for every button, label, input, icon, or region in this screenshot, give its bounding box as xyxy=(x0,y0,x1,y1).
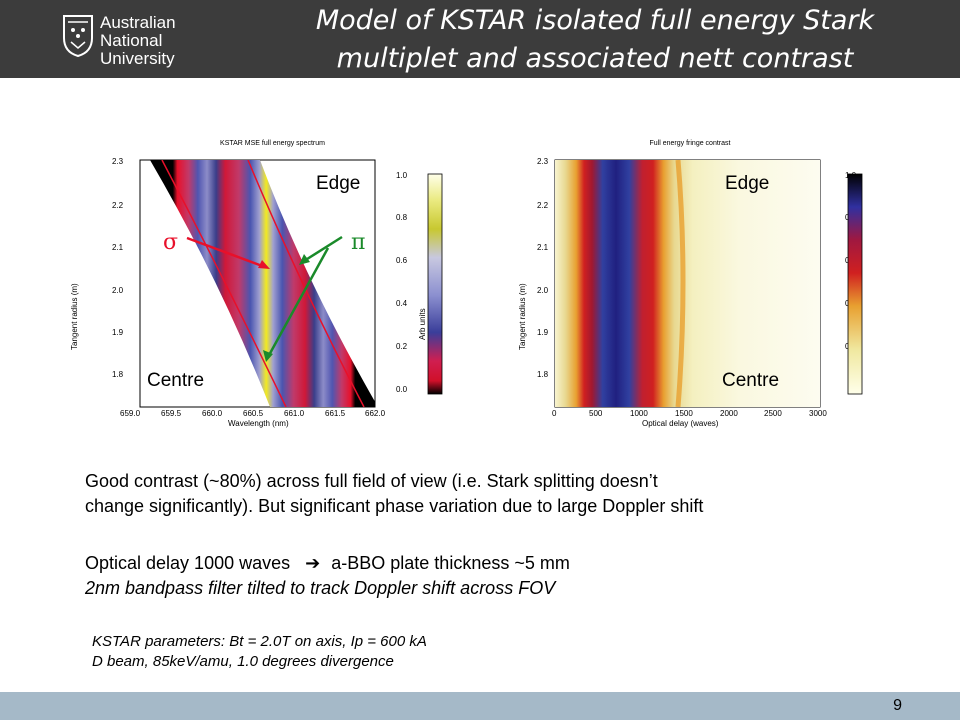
plate-text: a-BBO plate thickness ~5 mm xyxy=(331,553,570,573)
x-tick: 659.5 xyxy=(161,409,182,418)
y-tick: 2.0 xyxy=(112,286,124,295)
delay-text: Optical delay 1000 waves xyxy=(85,553,291,573)
edge-label: Edge xyxy=(316,173,361,194)
y-tick: 2.2 xyxy=(112,201,124,210)
x-tick: 0 xyxy=(552,409,557,418)
centre-label: Centre xyxy=(722,370,780,391)
plot-title: KSTAR MSE full energy spectrum xyxy=(220,140,325,147)
logo-line-2: National xyxy=(100,31,163,50)
x-tick: 661.0 xyxy=(284,409,305,418)
para1-line1: Good contrast (~80%) across full field o… xyxy=(85,471,658,491)
x-tick: 659.0 xyxy=(120,409,141,418)
y-tick: 2.1 xyxy=(537,243,549,252)
cbar-tick: 0.8 xyxy=(396,213,408,222)
para1-line2: change significantly). But significant p… xyxy=(85,496,704,516)
contrast-image xyxy=(554,159,863,408)
x-tick: 2500 xyxy=(764,409,782,418)
x-tick: 661.5 xyxy=(325,409,346,418)
plot-title: Full energy fringe contrast xyxy=(649,140,731,147)
y-tick: 2.3 xyxy=(537,157,549,166)
x-tick: 1500 xyxy=(675,409,693,418)
title-line-2: multiplet and associated nett contrast xyxy=(336,43,854,74)
cbar-tick: 0.4 xyxy=(396,299,408,308)
y-tick: 1.9 xyxy=(537,328,549,337)
x-tick: 660.5 xyxy=(243,409,264,418)
y-tick: 2.0 xyxy=(537,286,549,295)
parameters-block: KSTAR parameters: Bt = 2.0T on axis, Ip … xyxy=(92,632,427,672)
contrast-plot: Full energy fringe contrast Tangent radi… xyxy=(510,140,900,440)
y-tick: 1.9 xyxy=(112,328,124,337)
cbar-tick: 0.6 xyxy=(396,256,408,265)
anu-logo: Australian National University xyxy=(62,10,232,70)
logo-line-1: Australian xyxy=(100,13,176,32)
edge-label: Edge xyxy=(725,173,770,194)
pi-arrow-2 xyxy=(266,247,330,358)
centre-label: Centre xyxy=(147,370,205,391)
sigma-label: σ xyxy=(163,230,179,255)
title-line-1: Model of KSTAR isolated full energy Star… xyxy=(315,5,875,36)
pi-label: π xyxy=(351,230,366,255)
x-tick: 3000 xyxy=(809,409,827,418)
para2-line2: 2nm bandpass filter tilted to track Dopp… xyxy=(85,578,556,598)
footer-bar: 9 xyxy=(0,692,960,720)
page-number: 9 xyxy=(893,697,902,714)
spectrum-image xyxy=(139,159,443,408)
x-tick: 500 xyxy=(589,409,603,418)
spectrum-plot: KSTAR MSE full energy spectrum Tangent r… xyxy=(70,140,470,440)
arrow-icon: ➔ xyxy=(305,553,321,574)
para2-line1: Optical delay 1000 waves ➔ a-BBO plate t… xyxy=(85,551,570,576)
y-axis-label: Tangent radius (m) xyxy=(70,283,79,350)
x-tick: 660.0 xyxy=(202,409,223,418)
contrast-paragraph: Good contrast (~80%) across full field o… xyxy=(85,469,703,519)
y-tick: 1.8 xyxy=(537,370,549,379)
params-line1: KSTAR parameters: Bt = 2.0T on axis, Ip … xyxy=(92,633,427,650)
header-bar: Australian National University Model of … xyxy=(0,0,960,78)
x-tick: 1000 xyxy=(630,409,648,418)
x-axis-label: Wavelength (nm) xyxy=(228,419,289,428)
x-tick: 2000 xyxy=(720,409,738,418)
params-line2: D beam, 85keV/amu, 1.0 degrees divergenc… xyxy=(92,653,394,670)
x-axis-label: Optical delay (waves) xyxy=(642,419,719,428)
cbar-tick: 1.0 xyxy=(396,171,408,180)
crest-icon xyxy=(63,15,93,58)
logo-line-3: University xyxy=(100,49,175,68)
y-tick: 1.8 xyxy=(112,370,124,379)
x-tick: 662.0 xyxy=(365,409,386,418)
slide-title: Model of KSTAR isolated full energy Star… xyxy=(240,2,950,78)
pi-arrow-1 xyxy=(303,235,343,263)
cbar-tick: 0.2 xyxy=(396,342,408,351)
delay-paragraph: Optical delay 1000 waves ➔ a-BBO plate t… xyxy=(85,551,570,601)
sigma-arrow xyxy=(186,236,266,269)
y-tick: 2.2 xyxy=(537,201,549,210)
cbar-tick: 0.0 xyxy=(396,385,408,394)
y-tick: 2.3 xyxy=(112,157,124,166)
y-tick: 2.1 xyxy=(112,243,124,252)
